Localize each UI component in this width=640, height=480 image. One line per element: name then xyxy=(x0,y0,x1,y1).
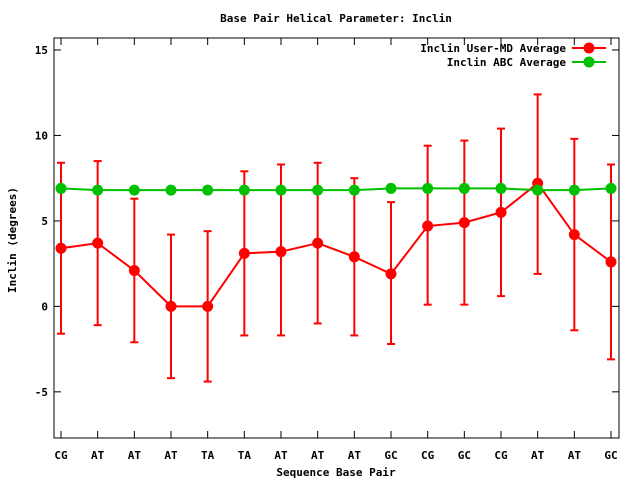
x-tick-label: CG xyxy=(421,449,435,462)
data-point xyxy=(238,184,250,196)
y-tick-label: 0 xyxy=(41,300,48,313)
data-point xyxy=(275,246,287,258)
data-point xyxy=(92,237,104,249)
data-point xyxy=(128,184,140,196)
y-tick-label: -5 xyxy=(35,386,48,399)
series-line xyxy=(60,187,612,192)
legend-label: Inclin ABC Average xyxy=(447,56,567,69)
series-1 xyxy=(55,93,617,383)
y-axis-label: Inclin (degrees) xyxy=(6,187,19,293)
data-point xyxy=(275,184,287,196)
x-tick-label: GC xyxy=(384,449,397,462)
series-line xyxy=(60,181,612,308)
data-point xyxy=(385,182,397,194)
data-point xyxy=(458,217,470,229)
legend-marker xyxy=(583,56,595,68)
data-point xyxy=(348,251,360,263)
x-tick-label: AT xyxy=(348,449,362,462)
plot-frame xyxy=(53,37,620,439)
data-point xyxy=(202,300,214,312)
data-point xyxy=(422,220,434,232)
x-tick-label: AT xyxy=(568,449,582,462)
x-tick-label: AT xyxy=(311,449,325,462)
series-layer xyxy=(55,93,617,383)
x-tick-label: CG xyxy=(494,449,508,462)
x-tick-label: CG xyxy=(54,449,68,462)
y-axis: 15 10 5 0 -5 xyxy=(35,44,619,399)
data-point xyxy=(202,184,214,196)
x-tick-label: GC xyxy=(458,449,471,462)
series-2 xyxy=(55,182,617,196)
data-point xyxy=(92,184,104,196)
x-axis: CG AT AT AT TA TA AT AT AT GC CG GC CG AT AT GC xyxy=(54,38,618,462)
x-tick-label: AT xyxy=(91,449,105,462)
x-tick-label: AT xyxy=(531,449,545,462)
y-tick-label: 15 xyxy=(35,44,48,57)
data-point xyxy=(532,184,544,196)
data-point xyxy=(238,247,250,259)
data-point xyxy=(312,237,324,249)
x-tick-label: GC xyxy=(604,449,617,462)
data-point xyxy=(605,182,617,194)
x-axis-label: Sequence Base Pair xyxy=(276,466,396,479)
chart-title: Base Pair Helical Parameter: Inclin xyxy=(220,12,452,25)
x-tick-label: AT xyxy=(164,449,178,462)
data-point xyxy=(348,184,360,196)
data-point xyxy=(55,182,67,194)
data-point xyxy=(165,184,177,196)
data-point xyxy=(422,182,434,194)
data-point xyxy=(568,184,580,196)
x-tick-label: AT xyxy=(128,449,142,462)
x-tick-label: TA xyxy=(238,449,252,462)
data-point xyxy=(312,184,324,196)
data-point xyxy=(385,268,397,280)
data-point xyxy=(165,300,177,312)
data-point xyxy=(55,242,67,254)
data-point xyxy=(568,229,580,241)
y-tick-label: 10 xyxy=(35,129,48,142)
data-point xyxy=(495,206,507,218)
data-point xyxy=(605,256,617,268)
legend-marker xyxy=(583,42,595,54)
x-tick-label: AT xyxy=(274,449,288,462)
x-tick-label: TA xyxy=(201,449,215,462)
data-point xyxy=(495,182,507,194)
y-tick-label: 5 xyxy=(41,215,48,228)
data-point xyxy=(458,182,470,194)
data-point xyxy=(128,264,140,276)
legend-label: Inclin User-MD Average xyxy=(420,42,566,55)
